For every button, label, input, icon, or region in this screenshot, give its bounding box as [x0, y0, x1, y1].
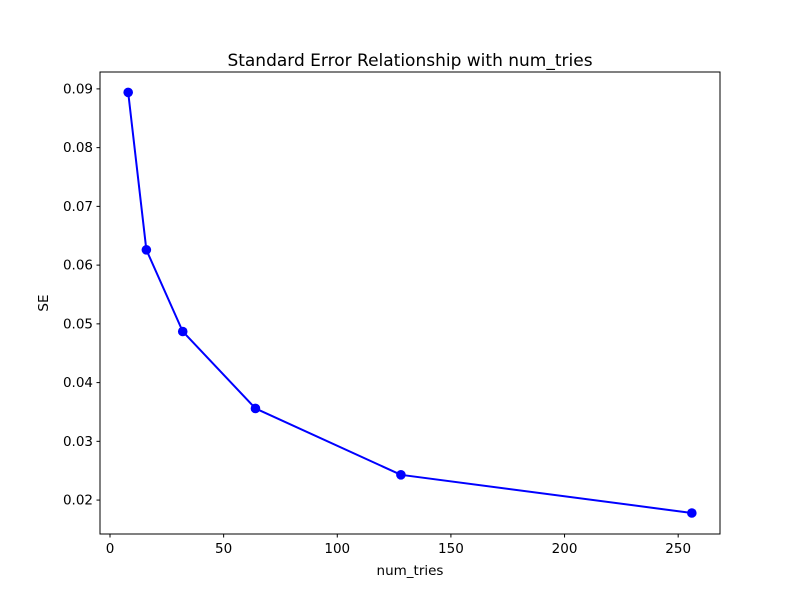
x-axis-label: num_tries [377, 563, 444, 579]
x-tick-label: 100 [324, 541, 350, 557]
y-tick-label: 0.09 [63, 81, 93, 97]
y-tick-label: 0.06 [63, 258, 93, 274]
y-tick-label: 0.02 [63, 493, 93, 509]
y-tick-label: 0.07 [63, 199, 93, 215]
data-point [396, 470, 406, 480]
y-tick-label: 0.03 [63, 434, 93, 450]
y-tick-label: 0.08 [63, 140, 93, 156]
x-tick-label: 250 [665, 541, 691, 557]
y-axis-label: SE [36, 294, 52, 311]
data-point [141, 245, 152, 255]
data-point [687, 508, 697, 518]
chart-title: Standard Error Relationship with num_tri… [227, 51, 592, 71]
data-point [123, 87, 133, 98]
x-axis-ticks: 0 50 100 150 200 250 [106, 534, 691, 557]
x-tick-label: 50 [215, 541, 232, 557]
data-point [250, 403, 261, 414]
data-point [177, 326, 188, 337]
series-line [127, 91, 693, 514]
x-tick-label: 0 [106, 541, 115, 557]
x-tick-label: 150 [438, 541, 464, 557]
y-axis-ticks: 0.02 0.03 0.04 0.05 0.06 0.07 0.08 0.09 [63, 81, 100, 509]
se-line-series [123, 87, 697, 518]
y-tick-label: 0.04 [63, 375, 93, 391]
y-tick-label: 0.05 [63, 316, 93, 332]
x-tick-label: 200 [552, 541, 578, 557]
plot-area [99, 71, 721, 535]
